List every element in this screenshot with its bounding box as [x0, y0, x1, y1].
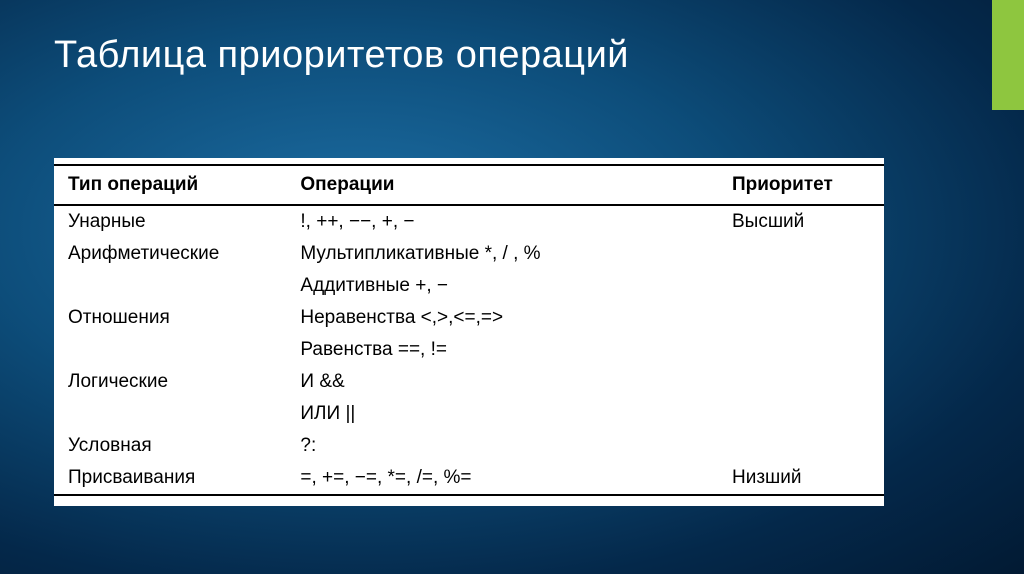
cell-priority — [718, 366, 884, 398]
table-row: Равенства ==, != — [54, 334, 884, 366]
cell-type: Логические — [54, 366, 286, 398]
priority-table: Тип операций Операции Приоритет Унарные … — [54, 164, 884, 496]
cell-priority — [718, 430, 884, 462]
cell-ops: =, +=, −=, *=, /=, %= — [286, 462, 718, 495]
cell-type: Присваивания — [54, 462, 286, 495]
table-header-row: Тип операций Операции Приоритет — [54, 165, 884, 205]
table-row: Присваивания =, +=, −=, *=, /=, %= Низши… — [54, 462, 884, 495]
cell-priority — [718, 398, 884, 430]
cell-ops: Мультипликативные *, / , % — [286, 238, 718, 270]
col-header-priority: Приоритет — [718, 165, 884, 205]
table-row: Логические И && — [54, 366, 884, 398]
cell-type — [54, 270, 286, 302]
cell-ops: ?: — [286, 430, 718, 462]
cell-priority — [718, 302, 884, 334]
cell-type: Условная — [54, 430, 286, 462]
cell-type — [54, 398, 286, 430]
cell-priority: Низший — [718, 462, 884, 495]
slide-title: Таблица приоритетов операций — [54, 34, 629, 77]
cell-priority — [718, 270, 884, 302]
table-row: Отношения Неравенства <,>,<=,=> — [54, 302, 884, 334]
cell-ops: Аддитивные +, − — [286, 270, 718, 302]
table-row: ИЛИ || — [54, 398, 884, 430]
cell-type: Арифметические — [54, 238, 286, 270]
cell-type — [54, 334, 286, 366]
cell-ops: !, ++, −−, +, − — [286, 205, 718, 238]
cell-priority: Высший — [718, 205, 884, 238]
table-row: Унарные !, ++, −−, +, − Высший — [54, 205, 884, 238]
cell-priority — [718, 334, 884, 366]
col-header-type: Тип операций — [54, 165, 286, 205]
priority-table-container: Тип операций Операции Приоритет Унарные … — [54, 158, 884, 506]
col-header-ops: Операции — [286, 165, 718, 205]
cell-type: Отношения — [54, 302, 286, 334]
cell-type: Унарные — [54, 205, 286, 238]
accent-bar — [992, 0, 1024, 110]
cell-ops: И && — [286, 366, 718, 398]
cell-ops: ИЛИ || — [286, 398, 718, 430]
cell-priority — [718, 238, 884, 270]
table-row: Аддитивные +, − — [54, 270, 884, 302]
cell-ops: Равенства ==, != — [286, 334, 718, 366]
cell-ops: Неравенства <,>,<=,=> — [286, 302, 718, 334]
table-row: Условная ?: — [54, 430, 884, 462]
table-row: Арифметические Мультипликативные *, / , … — [54, 238, 884, 270]
